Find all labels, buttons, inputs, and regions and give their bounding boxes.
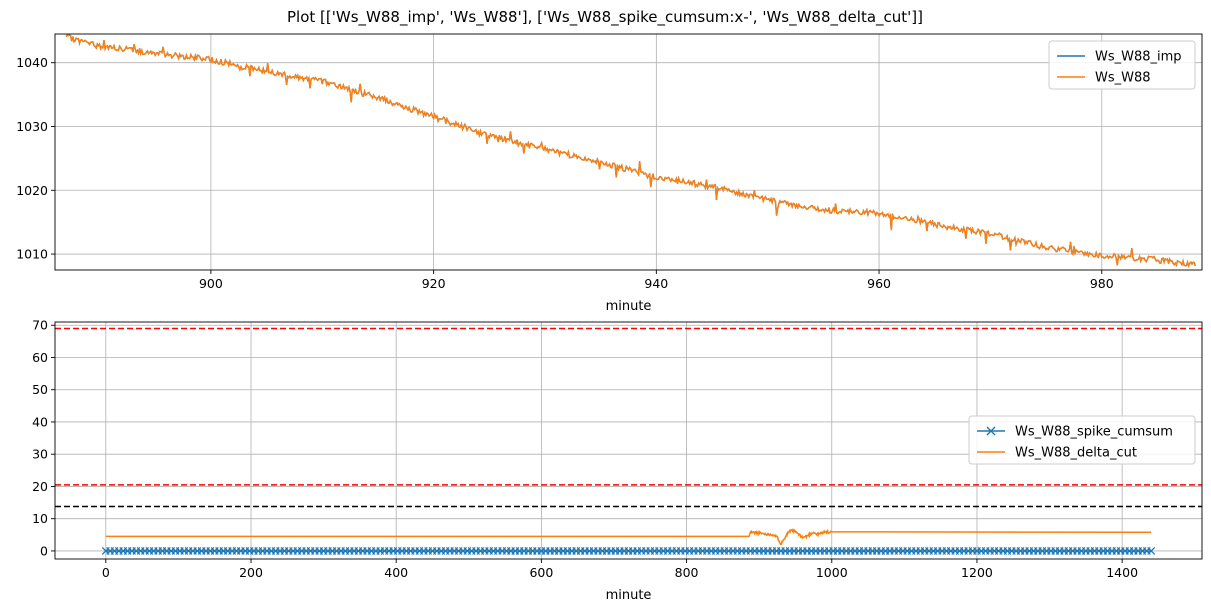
x-tick-label: 1200 — [961, 565, 993, 580]
x-tick-label: 1400 — [1106, 565, 1138, 580]
bottom-plot: 0 200 400 600 800 1000 1200 1400 0 10 20 30 40 50 60 70… — [32, 318, 1203, 603]
y-tick-label: 1040 — [16, 55, 48, 70]
x-tick-label: 1000 — [816, 565, 848, 580]
y-tick-label: 1020 — [16, 183, 48, 198]
y-tick-label: 0 — [40, 543, 48, 558]
series-0-markers — [101, 546, 1156, 555]
x-tick-label: 600 — [529, 565, 553, 580]
figure-title: Plot [['Ws_W88_imp', 'Ws_W88'], ['Ws_W88… — [287, 8, 923, 27]
x-tick-label: 960 — [867, 276, 891, 291]
legend-marker-0 — [986, 426, 996, 436]
y-tick-label: 30 — [32, 447, 48, 462]
legend-label-1: Ws_W88_delta_cut — [1015, 446, 1137, 461]
x-tick-label: 920 — [422, 276, 446, 291]
series-0-line — [65, 34, 1196, 269]
y-tick-label: 20 — [32, 479, 48, 494]
x-axis-label: minute — [606, 299, 652, 314]
legend-label-1: Ws_W88 — [1095, 71, 1151, 86]
x-tick-label: 200 — [239, 565, 263, 580]
y-tick-label: 50 — [32, 382, 48, 397]
y-tick-label: 70 — [32, 318, 48, 333]
y-tick-label: 60 — [32, 350, 48, 365]
y-tick-label: 1030 — [16, 119, 48, 134]
plot-area — [65, 34, 1196, 269]
y-tick-label: 40 — [32, 414, 48, 429]
x-tick-label: 940 — [644, 276, 668, 291]
legend-label-0: Ws_W88_spike_cumsum — [1015, 425, 1173, 440]
legend-box — [968, 415, 1196, 465]
y-tick-label: 1010 — [16, 247, 48, 262]
plot-area — [55, 327, 1202, 555]
plot-frame — [54, 321, 1203, 560]
series-1-line — [105, 528, 1152, 546]
x-tick-label: 980 — [1090, 276, 1114, 291]
x-axis-label: minute — [606, 588, 652, 603]
x-tick-label: 800 — [675, 565, 699, 580]
x-tick-label: 0 — [102, 565, 110, 580]
series-1-line — [65, 34, 1196, 269]
y-tick-label: 10 — [32, 511, 48, 526]
plot-frame — [54, 33, 1203, 271]
top-plot: 900 920 940 960 980 1010 1020 1030 1040 minute Ws_… — [16, 33, 1203, 314]
legend-box — [1048, 40, 1196, 90]
x-tick-label: 900 — [199, 276, 223, 291]
x-tick-label: 400 — [384, 565, 408, 580]
legend-label-0: Ws_W88_imp — [1095, 50, 1182, 65]
